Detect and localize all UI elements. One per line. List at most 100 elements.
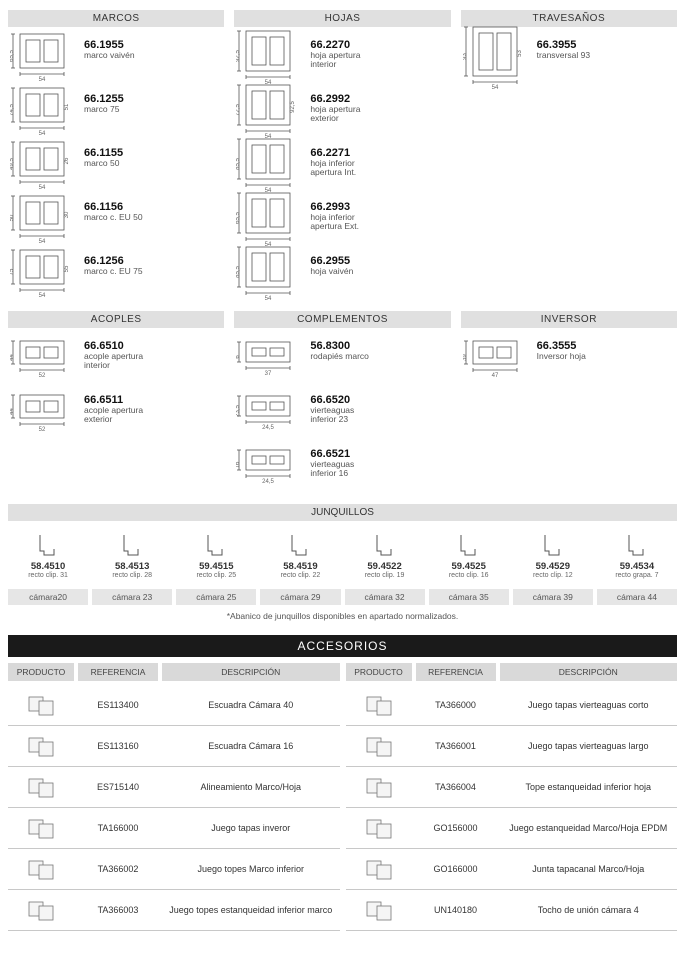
profile-desc: hoja inferiorapertura Ext.	[310, 213, 359, 232]
junquillo-item: 59.4529 recto clip. 12	[513, 527, 593, 579]
svg-text:16: 16	[236, 461, 241, 468]
junquillo-item: 58.4519 recto clip. 22	[260, 527, 340, 579]
svg-text:30: 30	[64, 211, 70, 218]
junquillo-icon	[176, 527, 256, 559]
svg-text:54: 54	[39, 77, 46, 82]
profile-desc: acople aperturainterior	[84, 352, 143, 371]
profile-desc: vierteaguasinferior 23	[310, 406, 354, 425]
camara-label: cámara 25	[176, 589, 256, 605]
accesorio-ref: ES113400	[78, 700, 158, 710]
profile-desc: transversal 93	[537, 51, 590, 60]
junquillo-item: 59.4525 recto clip. 16	[429, 527, 509, 579]
camara-label: cámara 32	[345, 589, 425, 605]
accesorio-ref: TA366000	[416, 700, 496, 710]
junquillo-code: 59.4522	[345, 561, 425, 572]
profile-thumb: 6 37	[234, 334, 302, 380]
profile-text: 66.6521 vierteaguasinferior 16	[310, 442, 354, 479]
accesorio-row: TA366001 Juego tapas vierteaguas largo	[346, 726, 678, 767]
accesorio-thumb	[8, 730, 74, 762]
accesorio-row: TA166000 Juego tapas inveror	[8, 808, 340, 849]
profile-text: 66.2271 hoja inferiorapertura Int.	[310, 141, 356, 178]
profile-text: 66.1955 marco vaivén	[84, 33, 135, 60]
header-inversor: INVERSOR	[461, 311, 677, 328]
profile-item: 50 54 30 66.1156 marco c. EU 50	[8, 195, 224, 243]
col-complementos: COMPLEMENTOS 6 37 56.8300 rodapiés marco	[234, 311, 450, 496]
svg-text:6: 6	[236, 355, 241, 359]
junquillo-icon	[513, 527, 593, 559]
junquillo-code: 58.4513	[92, 561, 172, 572]
profile-item: 44 52 66.6510 acople aperturainterior	[8, 334, 224, 382]
profile-thumb: 44 52	[8, 334, 76, 380]
profile-desc: rodapiés marco	[310, 352, 369, 361]
camara-label: cámara 44	[597, 589, 677, 605]
acc-head-producto: PRODUCTO	[8, 663, 74, 681]
profile-item: 92,5 54 66.2270 hoja aperturainterior	[234, 33, 450, 81]
profile-text: 66.1155 marco 50	[84, 141, 123, 168]
svg-text:65,5: 65,5	[236, 212, 241, 224]
camara-label: cámara20	[8, 589, 88, 605]
col-inversor: INVERSOR 39 47 66.3555 Inversor hoja	[461, 311, 677, 496]
accesorio-thumb	[8, 812, 74, 844]
svg-text:54: 54	[39, 293, 46, 298]
profile-item: 75 54 55 66.1256 marco c. EU 75	[8, 249, 224, 297]
accesorio-row: TA366002 Juego topes Marco inferior	[8, 849, 340, 890]
profile-text: 66.1256 marco c. EU 75	[84, 249, 143, 276]
svg-text:52: 52	[39, 373, 46, 378]
junquillo-icon	[92, 527, 172, 559]
header-marcos: MARCOS	[8, 10, 224, 27]
profile-desc: marco c. EU 75	[84, 267, 143, 276]
accesorio-desc: Juego topes estanqueidad inferior marco	[162, 905, 340, 915]
col-hojas: HOJAS 92,5 54 66.2270 hoja aperturainter…	[234, 10, 450, 303]
junquillo-code: 59.4515	[176, 561, 256, 572]
svg-text:74,5: 74,5	[10, 104, 15, 116]
accesorio-thumb	[8, 894, 74, 926]
profile-thumb: 75 54 55	[8, 249, 76, 295]
junquillo-icon	[597, 527, 677, 559]
svg-text:75: 75	[10, 268, 15, 275]
junquillo-sub: recto grapa. 7	[597, 572, 677, 579]
junquillo-sub: recto clip. 31	[8, 572, 88, 579]
accesorio-thumb	[346, 812, 412, 844]
svg-text:49,5: 49,5	[10, 158, 15, 170]
accesorio-thumb	[346, 853, 412, 885]
accesorio-desc: Tocho de unión cámara 4	[500, 905, 678, 915]
svg-text:23,5: 23,5	[236, 405, 241, 417]
profile-desc: acople aperturaexterior	[84, 406, 143, 425]
junquillo-icon	[345, 527, 425, 559]
junquillo-item: 58.4510 recto clip. 31	[8, 527, 88, 579]
accesorio-row: ES715140 Alineamiento Marco/Hoja	[8, 767, 340, 808]
camara-label: cámara 29	[260, 589, 340, 605]
profile-thumb: 72,5 54 92,5	[234, 87, 302, 133]
col-marcos: MARCOS 65,5 54 66.1955 marco vaivén	[8, 10, 224, 303]
profile-thumb: 44 52	[8, 388, 76, 434]
header-acoples: ACOPLES	[8, 311, 224, 328]
header-hojas: HOJAS	[234, 10, 450, 27]
junquillo-sub: recto clip. 25	[176, 572, 256, 579]
profile-thumb: 85,5 54	[234, 141, 302, 187]
camara-label: cámara 35	[429, 589, 509, 605]
accesorio-thumb	[346, 894, 412, 926]
profile-text: 66.3555 Inversor hoja	[537, 334, 586, 361]
accesorio-ref: TA366001	[416, 741, 496, 751]
profile-thumb: 92,5 54	[234, 33, 302, 79]
svg-text:44: 44	[10, 353, 15, 360]
accesorio-thumb	[346, 771, 412, 803]
accesorio-ref: ES113160	[78, 741, 158, 751]
profile-text: 56.8300 rodapiés marco	[310, 334, 369, 361]
acc-head-producto: PRODUCTO	[346, 663, 412, 681]
svg-text:47: 47	[491, 373, 498, 378]
junquillos-footnote: *Abanico de junquillos disponibles en ap…	[8, 611, 677, 621]
junquillo-item: 59.4534 recto grapa. 7	[597, 527, 677, 579]
profile-item: 6 37 56.8300 rodapiés marco	[234, 334, 450, 382]
camara-label: cámara 23	[92, 589, 172, 605]
profile-item: 44 52 66.6511 acople aperturaexterior	[8, 388, 224, 436]
accesorio-row: TA366003 Juego topes estanqueidad inferi…	[8, 890, 340, 931]
camara-row: cámara20cámara 23cámara 25cámara 29 cámar…	[8, 589, 677, 605]
accesorio-thumb	[8, 771, 74, 803]
svg-text:44: 44	[10, 407, 15, 414]
accesorio-thumb	[8, 853, 74, 885]
profile-text: 66.3955 transversal 93	[537, 33, 590, 60]
junquillos-row: 58.4510 recto clip. 31 58.4513 recto cli…	[8, 527, 677, 579]
acc-head-referencia: REFERENCIA	[416, 663, 496, 681]
profile-item: 85,5 54 66.2955 hoja vaivén	[234, 249, 450, 297]
